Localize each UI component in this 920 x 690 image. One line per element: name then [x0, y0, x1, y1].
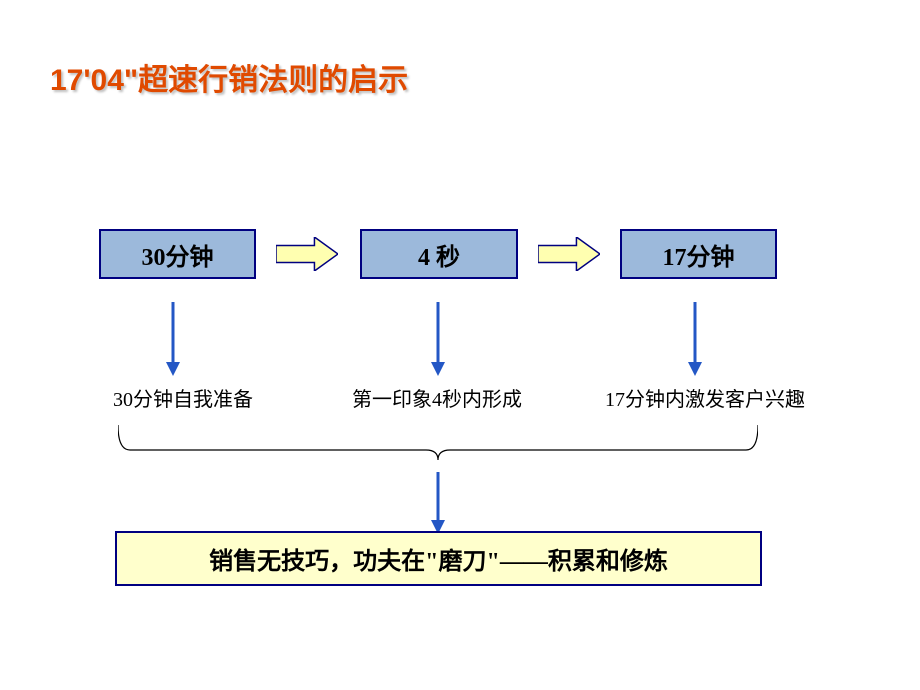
- final-box-label: 销售无技巧，功夫在"磨刀"——积累和修炼: [209, 541, 668, 576]
- box-30min: 30分钟: [99, 229, 256, 279]
- arrow-right-2-icon: [538, 237, 600, 271]
- arrow-down-2-icon: [429, 302, 447, 376]
- box-17min: 17分钟: [620, 229, 777, 279]
- arrow-right-1-icon: [276, 237, 338, 271]
- label-prep: 30分钟自我准备: [93, 383, 273, 412]
- arrow-down-1-icon: [164, 302, 182, 376]
- slide-title: 17'04"超速行销法则的启示: [50, 55, 408, 99]
- box-17min-label: 17分钟: [663, 237, 735, 272]
- arrow-down-3-icon: [686, 302, 704, 376]
- label-interest: 17分钟内激发客户兴趣: [575, 383, 835, 412]
- arrow-down-4-icon: [429, 472, 447, 534]
- box-4sec-label: 4 秒: [418, 237, 460, 272]
- box-4sec: 4 秒: [360, 229, 518, 279]
- final-box: 销售无技巧，功夫在"磨刀"——积累和修炼: [115, 531, 762, 586]
- box-30min-label: 30分钟: [142, 237, 214, 272]
- label-impression: 第一印象4秒内形成: [327, 383, 547, 412]
- curly-brace-icon: [118, 425, 758, 460]
